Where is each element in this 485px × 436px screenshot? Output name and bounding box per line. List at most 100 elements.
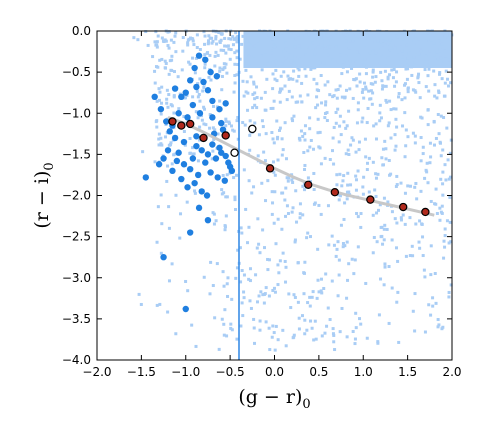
background-point <box>406 90 410 94</box>
selected-point <box>184 184 191 191</box>
background-point <box>447 290 451 294</box>
selected-point <box>142 174 150 181</box>
background-point <box>297 68 301 72</box>
background-point <box>198 48 202 52</box>
background-point <box>287 176 291 180</box>
background-point <box>439 114 443 118</box>
background-point <box>364 87 368 91</box>
selected-point <box>222 100 229 107</box>
background-point <box>220 88 224 92</box>
background-point <box>394 33 398 37</box>
background-point <box>319 212 323 216</box>
background-point <box>201 89 205 93</box>
background-point <box>249 32 253 36</box>
background-point <box>336 294 340 298</box>
background-point <box>436 325 440 329</box>
background-point <box>160 57 164 61</box>
background-point <box>299 129 303 133</box>
background-point <box>432 119 436 123</box>
background-point <box>381 39 385 43</box>
background-point <box>186 38 190 42</box>
background-point <box>338 172 342 176</box>
background-point <box>176 75 180 79</box>
background-point <box>298 212 302 216</box>
track-curve <box>167 115 435 217</box>
background-point <box>359 212 363 216</box>
background-point <box>247 63 251 67</box>
background-point <box>157 87 161 91</box>
background-point <box>426 181 430 185</box>
background-point <box>223 228 227 232</box>
background-point <box>265 62 269 66</box>
background-point <box>372 124 376 128</box>
background-point <box>170 262 174 266</box>
background-point <box>153 40 157 44</box>
background-point <box>172 95 176 99</box>
background-point <box>403 155 407 159</box>
selected-point <box>182 305 189 313</box>
background-point <box>167 279 171 283</box>
background-point <box>233 195 237 199</box>
background-point <box>383 139 387 143</box>
background-point <box>225 173 229 177</box>
selected-point <box>216 144 223 151</box>
background-point <box>335 173 339 177</box>
background-point <box>361 192 365 196</box>
background-point <box>306 93 310 97</box>
background-point <box>341 245 345 249</box>
background-point <box>326 306 330 310</box>
background-point <box>271 288 275 292</box>
background-point <box>436 318 440 322</box>
background-point <box>339 223 343 227</box>
background-point <box>329 35 333 39</box>
background-point <box>344 39 348 43</box>
background-point <box>264 320 268 324</box>
background-point <box>308 127 312 131</box>
background-point <box>395 300 399 304</box>
background-point <box>165 179 169 183</box>
background-point <box>314 106 318 110</box>
background-point <box>443 245 447 249</box>
background-point <box>368 51 372 55</box>
background-point <box>408 216 412 220</box>
background-point <box>383 69 387 73</box>
background-point <box>393 217 397 221</box>
background-point <box>261 228 265 232</box>
background-point <box>301 184 305 188</box>
background-point <box>225 334 229 338</box>
background-point <box>433 83 437 87</box>
background-point <box>396 35 400 39</box>
background-point <box>193 191 197 195</box>
y-axis-ticks: 0.0 −0.5 −1.0 −1.5 −2.0 −2.5 −3.0 −3.5 −4.0 <box>62 24 452 367</box>
background-point <box>262 301 266 305</box>
background-point <box>399 42 403 46</box>
background-point <box>278 87 282 91</box>
background-point <box>363 57 367 61</box>
selected-point <box>198 188 205 195</box>
background-point <box>382 238 386 242</box>
background-point <box>437 38 441 42</box>
background-point <box>242 290 246 294</box>
background-point <box>352 272 356 276</box>
background-point <box>341 63 345 67</box>
background-point <box>284 56 288 60</box>
background-point <box>198 77 202 81</box>
background-point <box>367 35 371 39</box>
background-point <box>371 70 375 74</box>
background-point <box>296 100 300 104</box>
background-point <box>319 162 323 166</box>
background-point <box>380 87 384 91</box>
y-tick-label: −3.0 <box>62 271 91 285</box>
background-point <box>411 131 415 135</box>
y-tick-label: −1.5 <box>62 147 91 161</box>
background-point <box>173 34 177 38</box>
background-point <box>212 137 216 141</box>
background-point <box>213 316 217 320</box>
selected-point <box>171 134 179 142</box>
background-point <box>337 198 341 202</box>
background-point <box>317 290 321 294</box>
background-point <box>240 269 244 273</box>
background-point <box>400 49 404 53</box>
background-point <box>411 254 415 258</box>
background-point <box>294 37 298 41</box>
